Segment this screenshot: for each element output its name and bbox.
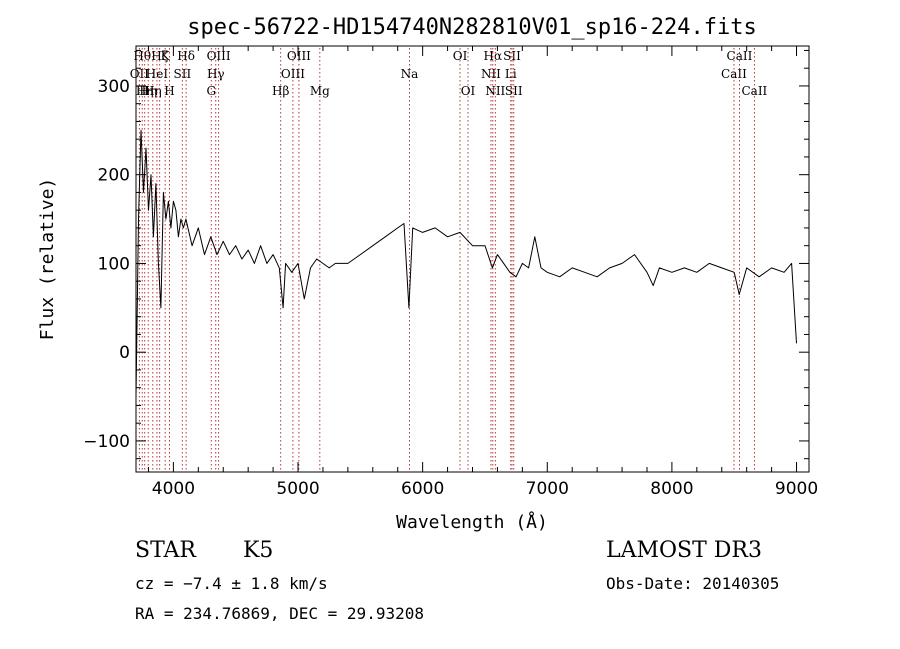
redshift-velocity: cz = −7.4 ± 1.8 km/s [135,574,328,593]
x-tick-label-8000: 8000 [650,479,693,499]
coordinates: RA = 234.76869, DEC = 29.93208 [135,604,424,623]
y-tick-label-0: 0 [119,343,130,363]
line-label-4: Hη [144,84,162,98]
y-tick-label--100: −100 [83,432,130,452]
line-label-27: CaII [721,67,747,81]
x-axis-label: Wavelength (Å) [396,511,548,533]
plot-frame [135,45,810,473]
line-label-23: NII [485,84,505,98]
y-axis-label: Flux (relative) [37,178,58,341]
line-label-12: Hγ [207,67,225,81]
line-label-19: OI [453,49,468,63]
object-class: STAR [135,538,196,563]
line-label-25: SII [503,49,521,63]
x-tick-label-9000: 9000 [775,479,818,499]
x-tick-label-5000: 5000 [276,479,319,499]
line-label-29: CaII [741,84,767,98]
line-label-13: OIII [207,49,231,63]
line-label-1: Hθ [133,49,151,63]
y-tick-label-100: 100 [98,254,130,274]
line-label-8: H [164,84,174,98]
series-line-spectrum [136,129,797,397]
line-label-28: CaII [727,49,753,63]
line-label-15: OIII [281,67,305,81]
line-label-17: Mg [310,84,330,98]
y-tick-label-200: 200 [98,166,130,186]
line-label-7: K [161,49,171,63]
object-subclass: K5 [243,538,274,563]
line-label-26: SII [505,84,523,98]
line-label-11: G [206,84,216,98]
line-label-18: Na [401,67,419,81]
spectral-line-markers: OIIHθHηHηHηHeIHζKHSIIHδGHγOIIIHβOIIIOIII… [130,48,768,471]
x-tick-label-4000: 4000 [152,479,195,499]
chart-title: spec-56722-HD154740N282810V01_sp16-224.f… [187,15,757,40]
line-label-21: NII [481,67,501,81]
line-label-14: Hβ [272,84,289,98]
survey-name: LAMOST DR3 [606,538,762,563]
axis-ticks: 4000 5000 6000 7000 8000 9000 −100 0 100 200 300 [83,46,818,499]
observation-date: Obs-Date: 20140305 [606,574,780,593]
line-label-9: SII [174,67,192,81]
line-label-3: Hη [139,84,157,98]
line-label-20: OI [461,84,476,98]
line-label-10: Hδ [177,49,195,63]
x-tick-label-6000: 6000 [401,479,444,499]
line-label-6: Hζ [151,49,168,63]
y-tick-label-300: 300 [98,77,130,97]
line-label-22: Hα [484,49,503,63]
line-label-2: Hη [136,84,154,98]
line-label-5: HeI [146,67,169,81]
line-label-16: OIII [287,49,311,63]
spectrum-series [136,129,797,397]
line-label-24: Li [505,67,517,81]
x-tick-label-7000: 7000 [526,479,569,499]
